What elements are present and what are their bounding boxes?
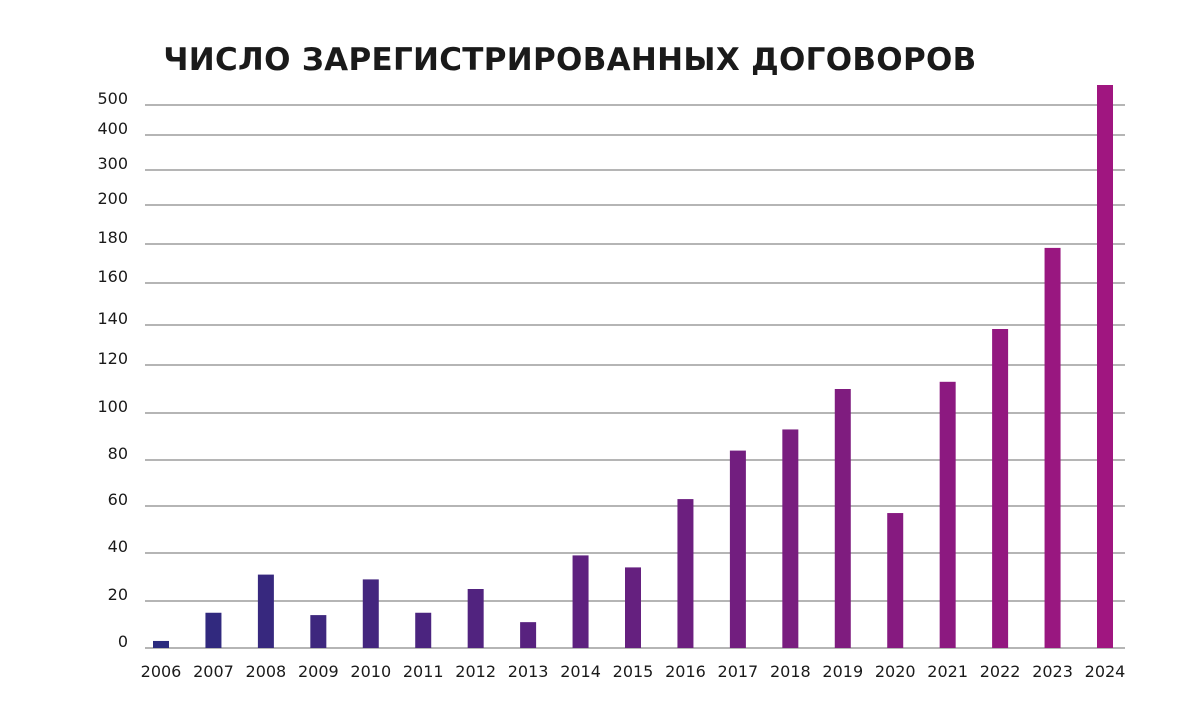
x-tick-label-2013: 2013 — [508, 662, 549, 681]
bar-2012 — [467, 589, 484, 648]
x-tick-label-2008: 2008 — [246, 662, 287, 681]
y-tick-label-160: 160 — [97, 267, 128, 286]
x-tick-label-2009: 2009 — [298, 662, 339, 681]
bar-2024 — [1097, 85, 1113, 648]
bar-2016 — [677, 499, 694, 648]
bar-2006 — [153, 640, 169, 648]
y-tick-label-300: 300 — [97, 154, 128, 173]
y-tick-label-20: 20 — [108, 585, 128, 604]
x-tick-label-2007: 2007 — [193, 662, 234, 681]
bar-2008 — [257, 574, 274, 648]
chart-title: ЧИСЛО ЗАРЕГИСТРИРОВАННЫХ ДОГОВОРОВ — [163, 42, 977, 78]
x-tick-label-2021: 2021 — [927, 662, 968, 681]
bar-2018 — [782, 429, 799, 648]
x-tick-label-2019: 2019 — [822, 662, 863, 681]
bar-2010 — [362, 579, 379, 648]
bar-2011 — [415, 612, 432, 648]
bar-2019 — [834, 389, 851, 648]
x-tick-label-2015: 2015 — [613, 662, 654, 681]
bar-2007 — [205, 612, 222, 648]
bars — [153, 85, 1113, 648]
x-tick-label-2016: 2016 — [665, 662, 706, 681]
y-tick-label-500: 500 — [97, 89, 128, 108]
x-tick-label-2014: 2014 — [560, 662, 601, 681]
x-axis-tick-labels: 2006 2007 2008 2009 2010 2011 2012 2013 2014 2015… — [141, 662, 1126, 681]
bar-2013 — [520, 622, 537, 648]
grid-lines — [145, 104, 1125, 649]
x-tick-label-2018: 2018 — [770, 662, 811, 681]
x-tick-label-2012: 2012 — [455, 662, 496, 681]
x-tick-label-2017: 2017 — [718, 662, 759, 681]
y-axis-tick-labels: 0 20 40 60 80 100 120 140 160 180 200 300 400 500 — [97, 89, 128, 651]
x-tick-label-2020: 2020 — [875, 662, 916, 681]
x-tick-label-2010: 2010 — [350, 662, 391, 681]
y-tick-label-60: 60 — [108, 490, 128, 509]
x-tick-label-2022: 2022 — [980, 662, 1021, 681]
y-tick-label-40: 40 — [108, 537, 128, 556]
x-tick-label-2006: 2006 — [141, 662, 182, 681]
x-tick-label-2024: 2024 — [1085, 662, 1126, 681]
y-tick-label-0: 0 — [118, 632, 128, 651]
bar-2022 — [992, 329, 1009, 648]
y-tick-label-100: 100 — [97, 397, 128, 416]
x-tick-label-2023: 2023 — [1032, 662, 1073, 681]
y-tick-label-140: 140 — [97, 309, 128, 328]
bar-2020 — [887, 513, 904, 648]
bar-2015 — [625, 567, 641, 648]
bar-2017 — [729, 450, 746, 648]
bar-2009 — [310, 615, 327, 648]
y-tick-label-400: 400 — [97, 119, 128, 138]
y-tick-label-180: 180 — [97, 228, 128, 247]
bar-2021 — [939, 381, 956, 648]
y-tick-label-200: 200 — [97, 189, 128, 208]
x-tick-label-2011: 2011 — [403, 662, 444, 681]
bar-2014 — [572, 555, 589, 648]
bar-2023 — [1044, 247, 1061, 648]
y-tick-label-120: 120 — [97, 349, 128, 368]
y-tick-label-80: 80 — [108, 444, 128, 463]
